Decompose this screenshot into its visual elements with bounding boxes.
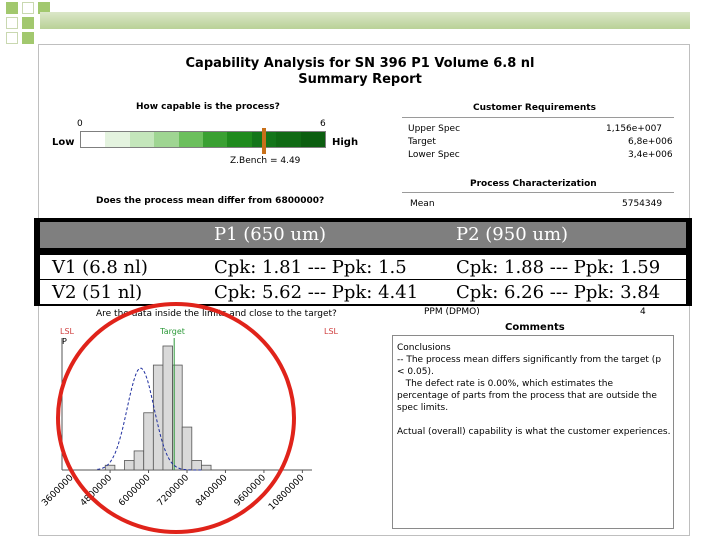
deco-square [6,2,18,14]
partial-label: P [62,337,67,346]
divider [402,192,674,193]
ppm-value: 4 [640,307,646,317]
target-label: Target [159,327,185,336]
req-value: 3,4e+006 [628,150,673,160]
histogram-bar [191,460,202,471]
cell-p2: Cpk: 1.88 --- Ppk: 1.59 [456,257,661,278]
comment-line: Actual (overall) capability is what the … [397,427,671,437]
req-value: 6,8e+006 [628,137,673,147]
gradient-segment [178,132,204,147]
gradient-segment [154,132,179,147]
req-label: Target [408,137,436,147]
histogram-bar [152,364,164,471]
gradient-segment [81,132,106,147]
cell-p1: Cpk: 1.81 --- Ppk: 1.5 [214,257,407,278]
x-tick-label: 8400000 [194,473,230,509]
deco-square [6,32,18,44]
histogram-bar [124,460,135,471]
deco-square [38,2,50,14]
zbench-marker [262,128,267,154]
divider [402,117,674,118]
deco-square [22,17,34,29]
comparison-row: V1 (6.8 nl) Cpk: 1.81 --- Ppk: 1.5 Cpk: … [40,255,686,279]
x-tick-label: 10800000 [267,473,307,513]
row-label: V2 (51 nl) [52,282,143,303]
mean-question: Does the process mean differ from 680000… [96,196,325,206]
comment-line: < 0.05). [397,367,434,377]
high-label: High [332,137,359,148]
process-characterization-heading: Process Characterization [470,179,597,189]
comment-line: The defect rate is 0.00%, which estimate… [397,379,613,389]
ppm-label: PPM (DPMO) [424,307,480,317]
low-label: Low [52,137,75,148]
row-label: V1 (6.8 nl) [52,257,148,278]
deco-square [6,17,18,29]
gradient-segment [227,132,252,147]
comments-heading: Comments [505,322,565,333]
comparison-row: V2 (51 nl) Cpk: 5.62 --- Ppk: 4.41 Cpk: … [40,280,686,304]
capability-gradient-bar [80,131,326,148]
proc-label: Mean [410,199,435,209]
proc-value: 5754349 [622,199,663,209]
gradient-segment [129,132,155,147]
zbench-label: Z.Bench = 4.49 [230,156,301,166]
slide-title-bar [40,12,690,29]
lsl-label-right: LSL [324,327,339,336]
histogram-bar [181,426,193,471]
histogram-bar [133,450,145,471]
comment-line: spec limits. [397,403,449,413]
comments-text: Conclusions -- The process mean differs s… [397,342,670,438]
req-value: 1,156e+007 [606,124,663,134]
x-tick-label: 3600000 [40,473,76,509]
x-tick-label: 7200000 [156,473,192,509]
req-label: Upper Spec [408,124,461,134]
x-tick-label: 9600000 [233,473,269,509]
x-tick-label: 4800000 [79,473,115,509]
cell-p2: Cpk: 6.26 --- Ppk: 3.84 [456,282,661,303]
scale-max: 6 [320,119,326,129]
gradient-segment [300,132,326,147]
gradient-segment [105,132,130,147]
comparison-header-row: P1 (650 um) P2 (950 um) [40,222,686,248]
deco-square [22,32,34,44]
x-tick-label: 6000000 [117,473,153,509]
comments-box: Conclusions -- The process mean differs s… [392,335,674,529]
req-label: Lower Spec [408,150,460,160]
histogram-bar [162,345,173,471]
gradient-segment [276,132,301,147]
capability-question: How capable is the process? [136,102,280,112]
customer-requirements-heading: Customer Requirements [473,103,596,113]
comment-line: percentage of parts from the process tha… [397,391,657,401]
comment-line: -- The process mean differs significantl… [397,355,662,365]
cell-p1: Cpk: 5.62 --- Ppk: 4.41 [214,282,419,303]
report-title: Capability Analysis for SN 396 P1 Volume… [185,56,535,71]
comment-line [397,414,670,426]
header-p2: P2 (950 um) [456,224,569,245]
header-p1: P1 (650 um) [214,224,327,245]
lsl-label-left: LSL [60,327,75,336]
report-subtitle: Summary Report [298,72,422,87]
histogram-bar [143,412,154,471]
comment-line: Conclusions [397,343,451,353]
gradient-segment [203,132,228,147]
histogram-bar [201,464,212,471]
scale-min: 0 [77,119,83,129]
deco-square [22,2,34,14]
